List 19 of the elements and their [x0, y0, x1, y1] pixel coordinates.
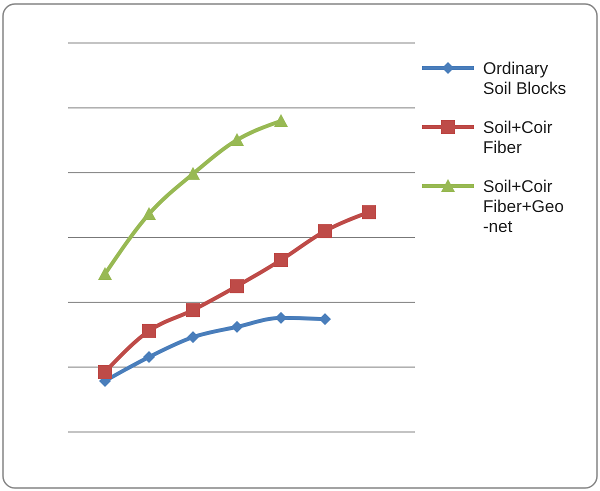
point — [186, 166, 200, 180]
point — [143, 351, 155, 364]
point — [274, 114, 288, 127]
legend-label: Ordinary Soil Blocks — [483, 59, 566, 98]
point — [98, 364, 112, 379]
legend-label: Soil+Coir Fiber+Geo-net — [483, 177, 564, 236]
point — [362, 205, 376, 220]
point — [142, 206, 156, 220]
point — [231, 320, 243, 333]
point — [186, 303, 200, 318]
point — [275, 312, 287, 324]
point — [142, 324, 156, 338]
point — [187, 331, 199, 344]
point — [274, 253, 288, 268]
point — [230, 132, 244, 146]
point — [318, 224, 332, 238]
point — [230, 279, 244, 294]
point — [98, 267, 112, 280]
legend-label: Soil+Coir Fiber — [483, 118, 553, 157]
